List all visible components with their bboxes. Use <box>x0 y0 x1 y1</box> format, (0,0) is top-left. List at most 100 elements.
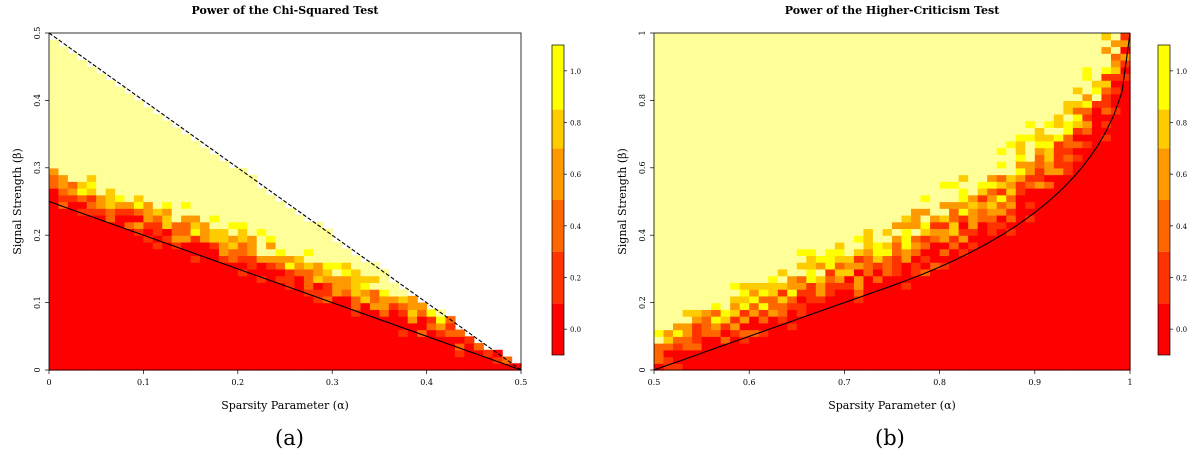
heatmap-cell <box>692 127 703 135</box>
heatmap-cell <box>711 53 722 61</box>
heatmap-cell <box>454 356 465 364</box>
heatmap-cell <box>872 140 884 149</box>
heatmap-cell <box>133 154 144 162</box>
heatmap-cell <box>152 194 163 203</box>
heatmap-cell <box>739 140 750 149</box>
heatmap-cell <box>882 201 893 209</box>
heatmap-cell <box>1101 161 1112 169</box>
heatmap-cell <box>882 33 893 41</box>
heatmap-cell <box>758 302 769 310</box>
heatmap-cell <box>1063 147 1074 155</box>
heatmap-cell <box>806 134 817 142</box>
heatmap-cell <box>673 228 684 236</box>
heatmap-cell <box>701 134 712 142</box>
heatmap-cell <box>711 107 722 115</box>
heatmap-cell <box>920 322 931 331</box>
heatmap-cell <box>825 100 836 108</box>
heatmap-cell <box>834 33 845 41</box>
heatmap-cell <box>920 120 931 128</box>
heatmap-cell <box>256 356 267 364</box>
heatmap-cell <box>987 329 998 337</box>
heatmap-cell <box>682 167 693 176</box>
heatmap-cell <box>369 316 380 324</box>
heatmap-cell <box>67 66 78 75</box>
heatmap-cell <box>502 363 513 371</box>
heatmap-cell <box>303 322 314 331</box>
heatmap-cell <box>1034 39 1045 48</box>
heatmap-cell <box>49 140 60 149</box>
heatmap-cell <box>1120 194 1131 203</box>
heatmap-cell <box>1044 214 1055 223</box>
heatmap-cell <box>758 349 769 358</box>
heatmap-cell <box>853 33 865 41</box>
heatmap-cell <box>892 255 903 263</box>
heatmap-cell <box>369 356 380 364</box>
heatmap-cell <box>682 349 693 358</box>
heatmap-cell <box>692 113 703 122</box>
heatmap-cell <box>720 59 731 68</box>
heatmap-cell <box>958 275 969 283</box>
heatmap-cell <box>749 248 760 257</box>
heatmap-cell <box>834 147 845 155</box>
heatmap-cell <box>949 208 960 216</box>
heatmap-cell <box>1034 167 1045 176</box>
heatmap-cell <box>920 336 931 344</box>
heatmap-cell <box>796 262 807 270</box>
heatmap-cell <box>124 235 135 243</box>
heatmap-cell <box>426 329 437 337</box>
heatmap-cell <box>996 127 1007 135</box>
heatmap-cell <box>1025 336 1036 344</box>
heatmap-cell <box>1110 363 1122 371</box>
heatmap-cell <box>758 235 769 243</box>
heatmap-cell <box>1006 248 1017 257</box>
heatmap-cell <box>492 356 503 364</box>
heatmap-cell <box>115 268 126 277</box>
colorbar-band <box>1158 251 1170 304</box>
heatmap-cell <box>911 221 922 230</box>
heatmap-cell <box>1044 161 1055 169</box>
heatmap-cell <box>332 356 343 364</box>
heatmap-cell <box>711 100 722 108</box>
heatmap-cell <box>758 59 769 68</box>
heatmap-cell <box>749 167 760 176</box>
heatmap-cell <box>968 309 979 317</box>
heatmap-cell <box>379 336 390 344</box>
heatmap-cell <box>692 66 703 75</box>
heatmap-cell <box>228 295 239 304</box>
heatmap-cell <box>1006 316 1017 324</box>
heatmap-cell <box>701 349 712 358</box>
heatmap-cell <box>768 80 779 88</box>
heatmap-cell <box>313 329 324 337</box>
heatmap-cell <box>275 302 286 310</box>
heatmap-cell <box>796 154 807 162</box>
heatmap-cell <box>711 134 722 142</box>
heatmap-cell <box>796 53 807 61</box>
heatmap-cell <box>834 282 845 290</box>
heatmap-cell <box>911 282 922 290</box>
heatmap-cell <box>1006 33 1017 41</box>
heatmap-cell <box>825 235 836 243</box>
heatmap-cell <box>968 275 979 283</box>
heatmap-cell <box>351 349 362 358</box>
heatmap-cell <box>181 208 192 216</box>
heatmap-cell <box>181 349 192 358</box>
heatmap-cell <box>673 147 684 155</box>
heatmap-cell <box>86 161 97 169</box>
heatmap-cell <box>1025 363 1036 371</box>
heatmap-cell <box>275 208 286 216</box>
heatmap-cell <box>473 343 484 351</box>
heatmap-cell <box>162 188 173 196</box>
heatmap-cell <box>1063 255 1074 263</box>
heatmap-cell <box>1101 282 1112 290</box>
heatmap-cell <box>853 46 865 54</box>
heatmap-cell <box>285 208 296 216</box>
heatmap-cell <box>654 295 665 304</box>
heatmap-cell <box>1025 100 1036 108</box>
heatmap-cell <box>1044 235 1055 243</box>
heatmap-cell <box>987 336 998 344</box>
heatmap-cell <box>863 208 874 216</box>
heatmap-cell <box>209 255 220 263</box>
heatmap-cell <box>939 59 950 68</box>
heatmap-cell <box>218 194 229 203</box>
heatmap-cell <box>758 295 769 304</box>
